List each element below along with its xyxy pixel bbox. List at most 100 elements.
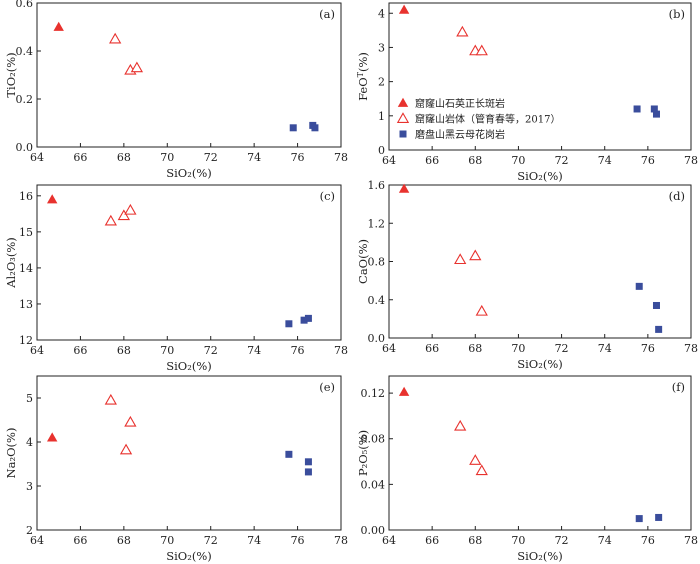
x-tick-label: 66 — [73, 534, 87, 547]
x-tick-label: 74 — [247, 534, 261, 547]
data-point — [456, 25, 469, 37]
scatter-panel: 64 66 68 70 72 74 76 78 12 13 14 15 16 SiO₂(%) Al₂O₃(%… — [4, 184, 348, 373]
data-point — [311, 124, 319, 132]
x-tick-label: 78 — [684, 342, 698, 355]
data-point — [109, 32, 122, 44]
data-point — [633, 105, 641, 113]
y-tick-label: 3 — [378, 41, 385, 54]
x-tick-label: 64 — [382, 342, 396, 355]
y-tick-label: 4 — [378, 7, 385, 20]
x-tick-label: 78 — [334, 151, 348, 164]
y-axis-label: CaO(%) — [356, 239, 370, 284]
plot-frame — [36, 2, 342, 148]
data-point — [469, 454, 482, 465]
scatter-panel: 64 66 68 70 72 74 76 78 0.0 0.2 0.4 0.6 SiO₂(%) TiO₂(… — [4, 0, 348, 180]
data-point — [47, 432, 58, 442]
x-tick-label: 64 — [30, 344, 44, 357]
y-tick-label: 0 — [378, 144, 385, 157]
y-axis-label: TiO₂(%) — [4, 52, 18, 97]
data-point — [53, 21, 64, 31]
x-tick-label: 66 — [73, 151, 87, 164]
x-tick-label: 72 — [204, 344, 218, 357]
data-point — [650, 105, 658, 113]
x-tick-label: 78 — [684, 534, 698, 547]
x-tick-label: 72 — [555, 534, 569, 547]
data-point — [285, 450, 293, 458]
x-tick-label: 78 — [684, 154, 698, 167]
x-tick-label: 66 — [425, 154, 439, 167]
x-tick-label: 68 — [468, 154, 482, 167]
panel-label: (a) — [319, 7, 335, 21]
y-tick-label: 0.0 — [16, 141, 34, 154]
x-tick-label: 64 — [382, 534, 396, 547]
data-point — [475, 304, 488, 316]
data-point — [398, 183, 410, 193]
x-tick-label: 74 — [247, 151, 261, 164]
legend-marker — [396, 112, 410, 123]
plot-frame — [388, 375, 692, 531]
scatter-panel: 64 66 68 70 72 74 76 78 2 3 4 5 SiO₂(%) Na₂O(%) (e) — [4, 375, 348, 563]
data-point — [398, 4, 410, 14]
x-tick-label: 70 — [160, 151, 174, 164]
x-tick-label: 70 — [511, 534, 525, 547]
legend-marker — [397, 97, 409, 107]
y-axis-label: P₂O₅(%) — [356, 430, 370, 476]
x-tick-label: 74 — [598, 534, 612, 547]
y-tick-label: 4 — [26, 436, 33, 449]
data-point — [300, 316, 308, 324]
data-point — [454, 253, 467, 265]
y-tick-label: 13 — [19, 298, 33, 311]
x-axis-label: SiO₂(%) — [517, 169, 563, 183]
data-point — [124, 203, 137, 215]
y-tick-label: 0.0 — [368, 332, 386, 345]
x-tick-label: 66 — [73, 344, 87, 357]
x-tick-label: 66 — [425, 342, 439, 355]
x-tick-label: 72 — [555, 342, 569, 355]
y-tick-label: 3 — [26, 480, 33, 493]
data-point — [655, 325, 663, 333]
y-tick-label: 0.12 — [361, 387, 386, 400]
plot-frame — [36, 184, 342, 341]
data-point — [117, 209, 131, 221]
x-axis-label: SiO₂(%) — [517, 357, 563, 371]
panel-label: (b) — [669, 7, 685, 21]
y-axis-label: FeOT(%) — [356, 52, 371, 101]
x-tick-label: 68 — [468, 342, 482, 355]
scatter-panel: 64 66 68 70 72 74 76 78 0 1 2 3 4 SiO₂(%) FeOT(%) (b) 窟窿… — [356, 2, 698, 183]
plot-frame — [388, 2, 692, 151]
legend-label: 磨盘山黑云母花岗岩 — [415, 128, 505, 141]
data-point — [124, 415, 137, 427]
panel-label: (f) — [672, 380, 685, 394]
data-point — [104, 393, 117, 405]
x-tick-label: 72 — [555, 154, 569, 167]
data-point — [655, 513, 663, 521]
scatter-panel: 64 66 68 70 72 74 76 78 0.0 0.4 0.8 1.2 1.6 SiO₂(%) Ca… — [356, 179, 698, 371]
y-tick-label: 0.6 — [16, 0, 34, 10]
x-tick-label: 76 — [641, 534, 655, 547]
data-point — [304, 458, 312, 466]
x-tick-label: 74 — [598, 154, 612, 167]
panel-label: (c) — [320, 189, 335, 203]
x-tick-label: 68 — [117, 151, 131, 164]
y-tick-label: 0.04 — [361, 478, 386, 491]
y-tick-label: 1 — [378, 110, 385, 123]
y-tick-label: 0.2 — [16, 93, 34, 106]
legend-label: 窟窿山石英正长斑岩 — [415, 97, 505, 110]
x-tick-label: 70 — [160, 534, 174, 547]
data-point — [652, 110, 660, 118]
panel-label: (e) — [319, 380, 335, 394]
data-point — [130, 61, 144, 73]
x-tick-label: 74 — [598, 342, 612, 355]
y-tick-label: 14 — [19, 262, 33, 275]
x-tick-label: 76 — [291, 151, 305, 164]
data-point — [285, 320, 293, 328]
data-point — [475, 464, 488, 476]
x-tick-label: 70 — [160, 344, 174, 357]
x-tick-label: 64 — [382, 154, 396, 167]
x-tick-label: 76 — [641, 342, 655, 355]
data-point — [119, 443, 133, 455]
y-tick-label: 0.8 — [368, 256, 386, 269]
x-tick-label: 74 — [247, 344, 261, 357]
